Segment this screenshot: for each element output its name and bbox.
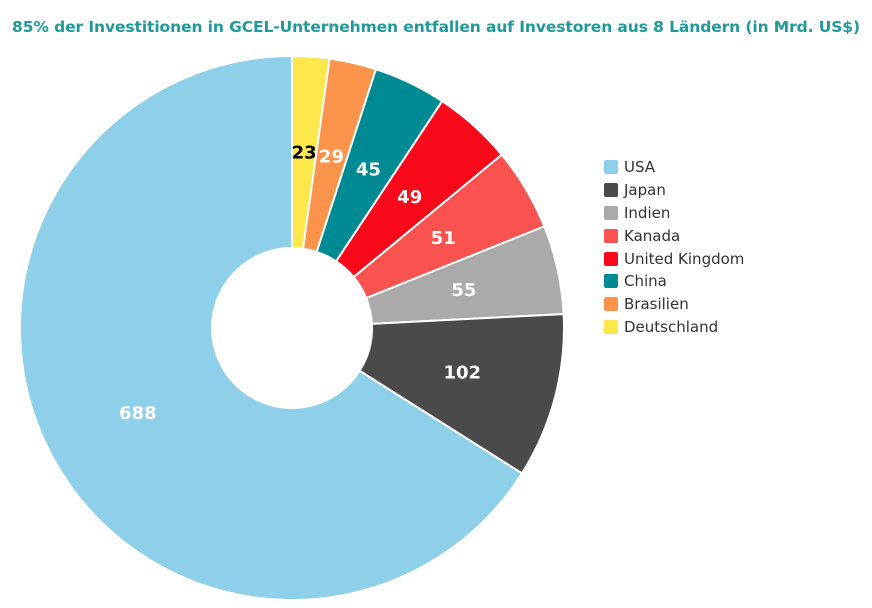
legend: USA Japan Indien Kanada United Kingdom China B… bbox=[604, 156, 744, 338]
legend-label: Indien bbox=[624, 203, 671, 222]
data-label: 45 bbox=[356, 159, 381, 180]
legend-item: Brasilien bbox=[604, 293, 744, 316]
chart-title: 85% der Investitionen in GCEL-Unternehme… bbox=[12, 18, 860, 36]
legend-item: Japan bbox=[604, 179, 744, 202]
legend-swatch bbox=[604, 183, 618, 198]
data-label: 51 bbox=[431, 228, 456, 249]
legend-swatch bbox=[604, 274, 618, 289]
legend-item: Deutschland bbox=[604, 316, 744, 339]
legend-item: China bbox=[604, 270, 744, 293]
data-label: 55 bbox=[451, 280, 476, 301]
legend-label: United Kingdom bbox=[624, 249, 745, 268]
legend-label: Japan bbox=[624, 181, 666, 200]
legend-label: Kanada bbox=[624, 226, 681, 245]
legend-item: USA bbox=[604, 156, 744, 179]
slice-japan bbox=[358, 313, 565, 475]
legend-item: Kanada bbox=[604, 224, 744, 247]
legend-swatch bbox=[604, 160, 618, 175]
legend-label: China bbox=[624, 272, 667, 291]
legend-item: United Kingdom bbox=[604, 247, 744, 270]
legend-item: Indien bbox=[604, 202, 744, 225]
legend-swatch bbox=[604, 228, 618, 243]
data-label: 49 bbox=[397, 187, 422, 208]
legend-swatch bbox=[604, 205, 618, 220]
legend-label: Brasilien bbox=[624, 295, 689, 314]
legend-swatch bbox=[604, 297, 618, 312]
legend-label: Deutschland bbox=[624, 317, 719, 336]
slice-usa bbox=[19, 54, 524, 601]
data-label: 102 bbox=[443, 363, 481, 384]
legend-swatch bbox=[604, 319, 618, 334]
data-label: 688 bbox=[119, 403, 157, 424]
legend-swatch bbox=[604, 251, 618, 266]
legend-label: USA bbox=[624, 158, 656, 177]
data-label: 29 bbox=[319, 146, 344, 167]
data-label: 23 bbox=[292, 142, 317, 163]
